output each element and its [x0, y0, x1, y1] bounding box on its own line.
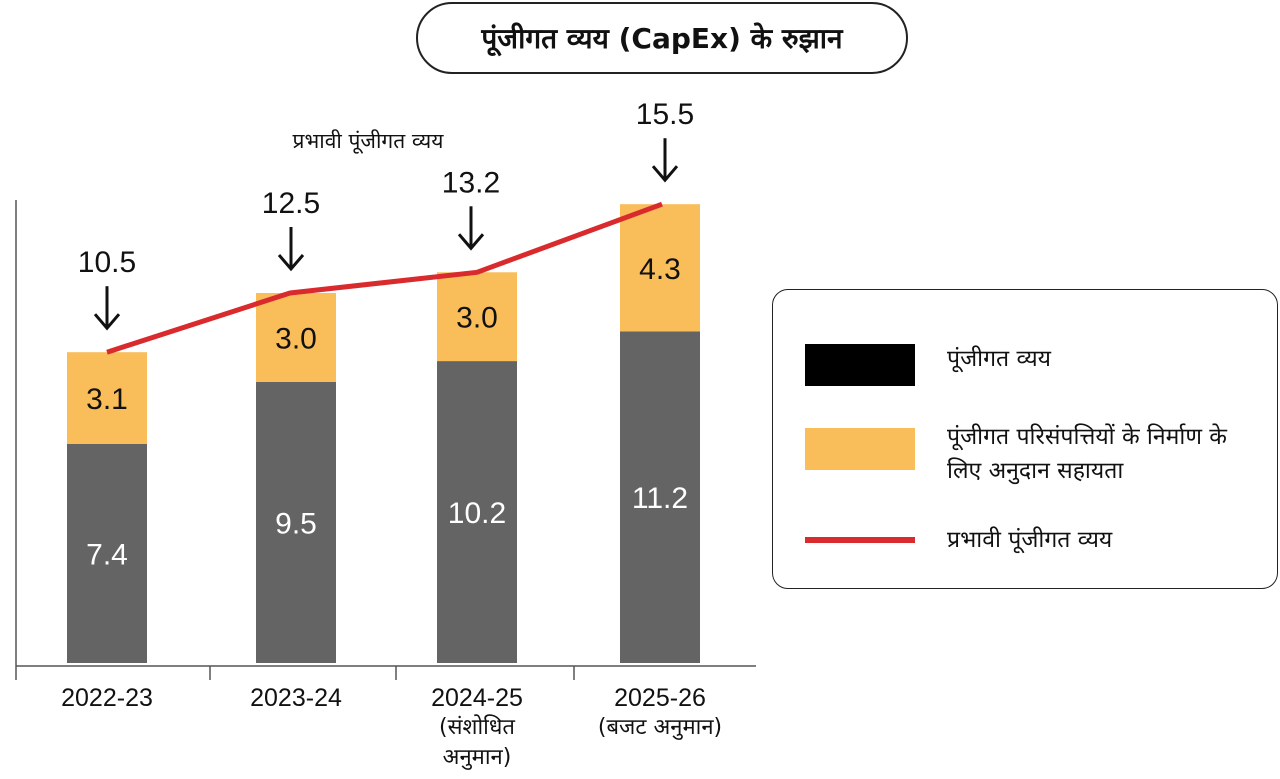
bar-capex-2024-25 — [437, 361, 517, 663]
data-label-effective-2025-26: 15.5 — [636, 98, 694, 131]
x-axis-labels: 2022-23 2023-24 2024-25(संशोधित अनुमान) 2025… — [61, 684, 722, 770]
x-tick-label-2022-23: 2022-23 — [61, 684, 153, 712]
x-tick-label-2023-24: 2023-24 — [250, 684, 342, 712]
x-tick-label-2025-26: 2025-26 — [614, 684, 706, 712]
data-label-effective-2023-24: 12.5 — [262, 187, 320, 220]
bar-grant-2022-23 — [67, 352, 147, 444]
arrow-head-2025-26 — [651, 165, 679, 183]
line-annotation-label: प्रभावी पूंजीगत व्यय — [293, 129, 445, 154]
data-label-capex-2022-23: 7.4 — [86, 538, 128, 571]
axes — [15, 200, 756, 680]
bar-capex-2022-23 — [67, 443, 147, 663]
legend-swatch-grant — [805, 428, 915, 470]
x-tick-note-2024-25: (संशोधित अनुमान) — [439, 714, 515, 770]
legend-label-grant: पूंजीगत परिसंपत्तियों के निर्माण के लिए … — [947, 424, 1227, 484]
data-label-capex-2023-24: 9.5 — [275, 507, 317, 540]
data-label-grant-2024-25: 3.0 — [456, 302, 498, 335]
data-label-effective-2024-25: 13.2 — [442, 166, 500, 199]
x-tick-note-2025-26: (बजट अनुमान) — [598, 715, 722, 740]
legend: पूंजीगत व्यय पूंजीगत परिसंपत्तियों के नि… — [772, 289, 1278, 589]
bar-grant-2023-24 — [256, 293, 336, 382]
arrow-head-2022-23 — [93, 313, 121, 331]
arrow-head-2023-24 — [277, 254, 305, 272]
legend-label-capex: पूंजीगत व्यय — [947, 346, 1052, 372]
data-label-grant-2025-26: 4.3 — [639, 253, 681, 286]
chart-area: 7.4 3.1 9.5 3.0 10.2 3.0 11.2 4.3 प्रभावी पूंजी… — [15, 98, 756, 770]
data-label-effective-2022-23: 10.5 — [78, 246, 136, 279]
effective-capex-line — [106, 201, 663, 355]
data-label-capex-2024-25: 10.2 — [448, 497, 506, 530]
bar-capex-2023-24 — [256, 381, 336, 663]
line-effective-capex — [106, 201, 663, 355]
legend-label-effective: प्रभावी पूंजीगत व्यय — [947, 527, 1113, 553]
arrow-head-2024-25 — [457, 233, 485, 251]
chart-title: पूंजीगत व्यय (CapEx) के रुझान — [416, 2, 908, 74]
bar-grant-2024-25 — [437, 272, 517, 362]
data-label-grant-2022-23: 3.1 — [86, 383, 128, 416]
bars: 7.4 3.1 9.5 3.0 10.2 3.0 11.2 4.3 — [67, 204, 700, 663]
x-tick-label-2024-25: 2024-25 — [431, 684, 523, 712]
legend-swatch-effective — [805, 537, 915, 543]
bar-capex-2025-26 — [620, 331, 700, 663]
bar-grant-2025-26 — [620, 204, 700, 332]
data-label-grant-2023-24: 3.0 — [275, 322, 317, 355]
data-label-capex-2025-26: 11.2 — [632, 482, 688, 515]
legend-swatch-capex — [805, 344, 915, 386]
annotations: प्रभावी पूंजीगत व्यय 10.5 12.5 13.2 15.5 — [78, 98, 694, 331]
